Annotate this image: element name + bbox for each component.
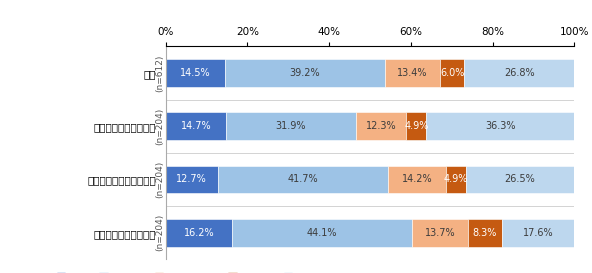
Text: 14.2%: 14.2% [401, 174, 432, 185]
Bar [166, 112, 226, 140]
Bar [226, 112, 356, 140]
Text: 44.1%: 44.1% [307, 228, 337, 238]
Bar [464, 59, 574, 87]
Text: (n=204): (n=204) [155, 161, 164, 198]
Text: (n=612): (n=612) [155, 54, 164, 92]
Bar [166, 59, 225, 87]
Bar [166, 219, 232, 247]
Text: (n=204): (n=204) [155, 214, 164, 251]
Text: 13.7%: 13.7% [424, 228, 455, 238]
Text: 41.7%: 41.7% [288, 174, 318, 185]
Text: 4.9%: 4.9% [444, 174, 468, 185]
Text: 14.7%: 14.7% [181, 121, 211, 131]
Bar [502, 219, 574, 247]
Bar [225, 59, 385, 87]
Text: 31.9%: 31.9% [276, 121, 306, 131]
Bar [166, 166, 218, 193]
Bar [426, 112, 575, 140]
Text: 14.5%: 14.5% [180, 68, 211, 78]
Text: 26.8%: 26.8% [504, 68, 535, 78]
Text: 6.0%: 6.0% [440, 68, 464, 78]
Bar [232, 219, 412, 247]
Text: 17.6%: 17.6% [523, 228, 553, 238]
Bar [218, 166, 388, 193]
Text: 13.4%: 13.4% [397, 68, 428, 78]
Bar [406, 112, 426, 140]
Text: 16.2%: 16.2% [184, 228, 214, 238]
Bar [388, 166, 446, 193]
Text: 4.9%: 4.9% [404, 121, 429, 131]
Text: 36.3%: 36.3% [485, 121, 516, 131]
Bar [468, 219, 502, 247]
Text: 8.3%: 8.3% [473, 228, 497, 238]
Text: 39.2%: 39.2% [289, 68, 320, 78]
Text: 12.7%: 12.7% [176, 174, 207, 185]
Text: 26.5%: 26.5% [505, 174, 536, 185]
Bar [385, 59, 440, 87]
Bar [446, 166, 466, 193]
Bar [356, 112, 406, 140]
Text: (n=204): (n=204) [155, 108, 164, 145]
Bar [466, 166, 574, 193]
Bar [440, 59, 464, 87]
Text: 12.3%: 12.3% [366, 121, 397, 131]
Bar [412, 219, 468, 247]
